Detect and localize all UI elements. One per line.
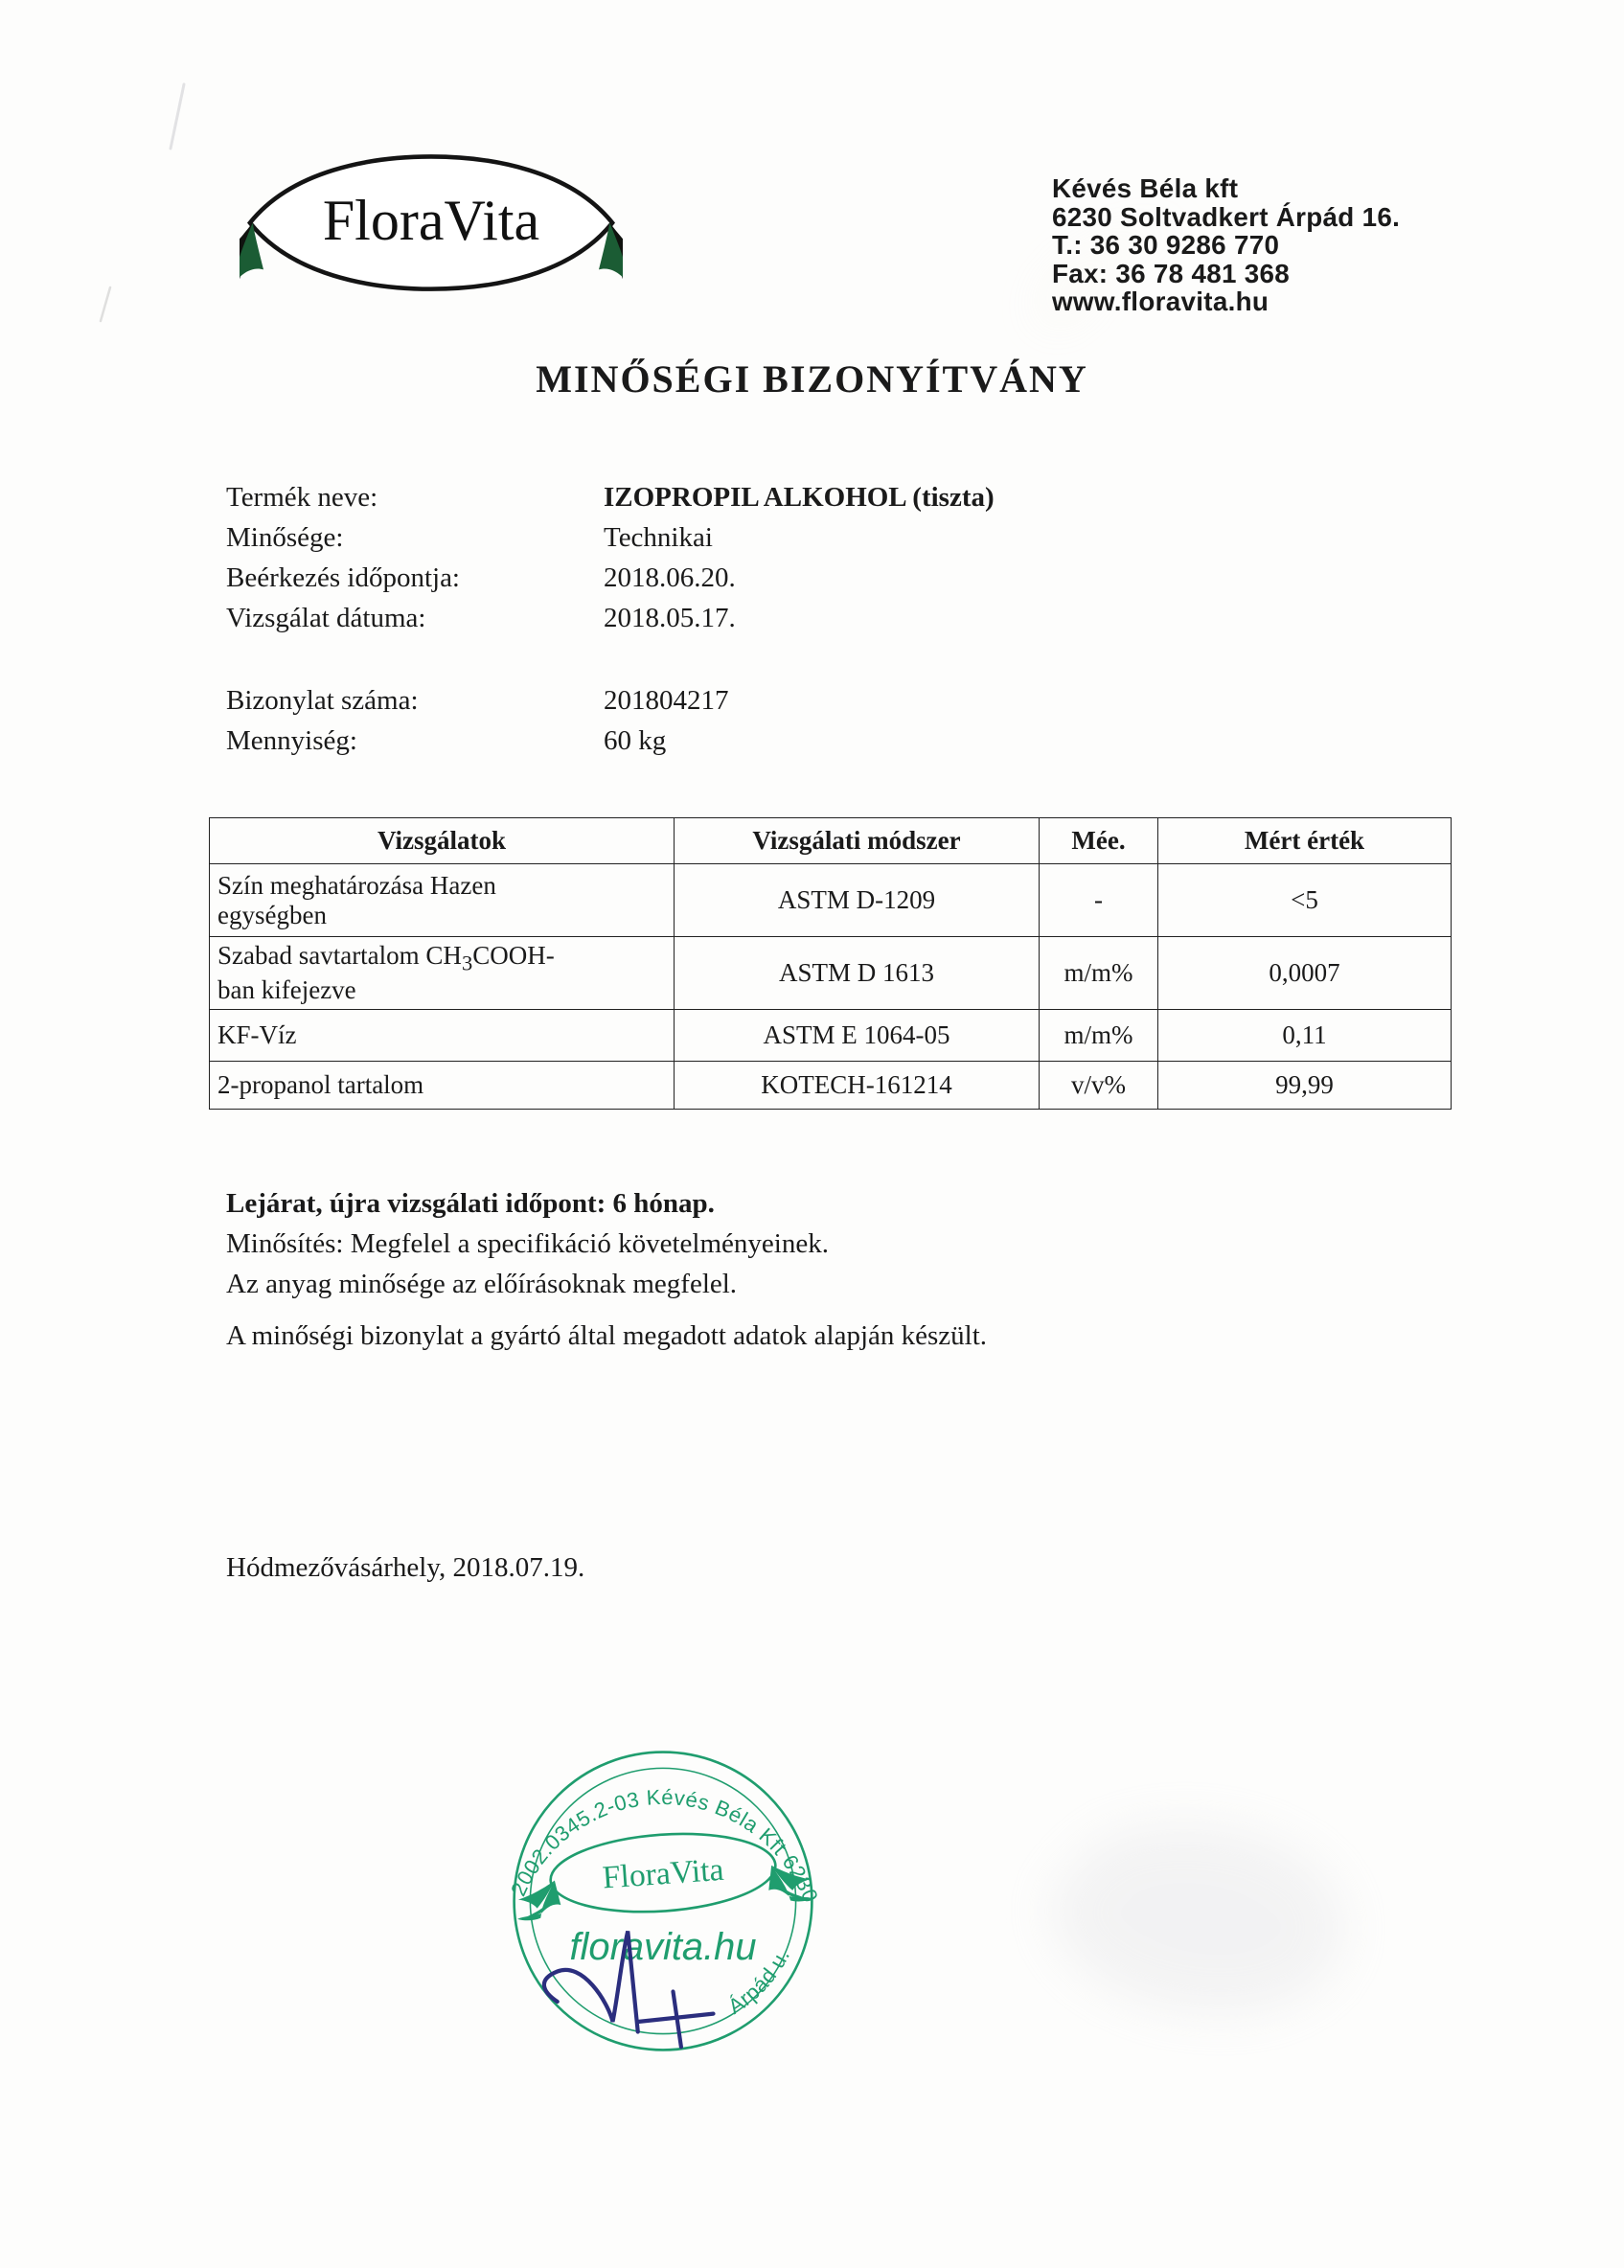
svg-text:FloraVita: FloraVita bbox=[323, 189, 539, 252]
svg-text:floravita.hu: floravita.hu bbox=[569, 1926, 756, 1968]
svg-text:FloraVita: FloraVita bbox=[602, 1852, 725, 1896]
